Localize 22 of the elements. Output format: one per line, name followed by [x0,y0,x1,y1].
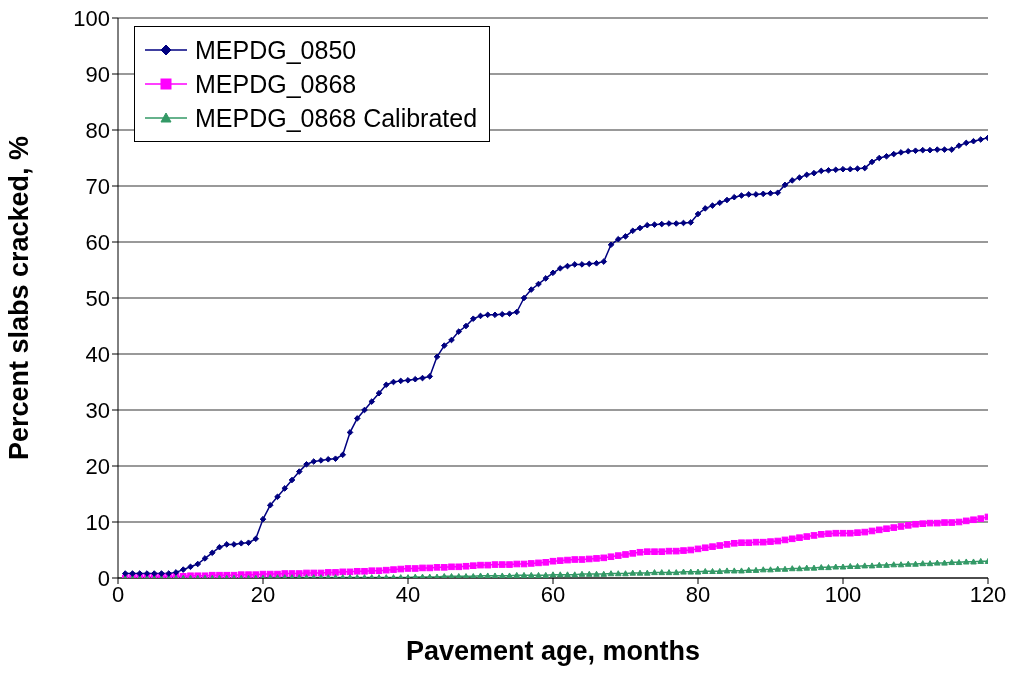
y-tick-label: 70 [85,173,110,199]
x-axis-title: Pavement age, months [405,636,701,666]
x-tick-label: 120 [969,581,1007,607]
legend-label: MEPDG_0868 Calibrated [195,103,478,134]
y-tick-label: 40 [85,341,110,367]
y-tick-label: 100 [73,5,110,31]
legend-label: MEPDG_0868 [195,69,357,100]
y-tick-label: 80 [85,117,110,143]
x-tick-label: 40 [395,581,421,607]
y-tick-label: 0 [97,565,110,591]
y-tick-label: 50 [85,285,110,311]
y-tick-label: 60 [85,229,110,255]
y-axis-title: Percent slabs cracked, % [3,135,34,461]
legend-label: MEPDG_0850 [195,35,357,66]
y-tick-label: 10 [85,509,110,535]
x-tick-label: 80 [685,581,711,607]
y-tick-label: 90 [85,61,110,87]
x-tick-label: 100 [824,581,862,607]
x-tick-label: 20 [250,581,276,607]
y-tick-label: 30 [85,397,110,423]
y-tick-label: 20 [85,453,110,479]
x-tick-label: 60 [540,581,566,607]
